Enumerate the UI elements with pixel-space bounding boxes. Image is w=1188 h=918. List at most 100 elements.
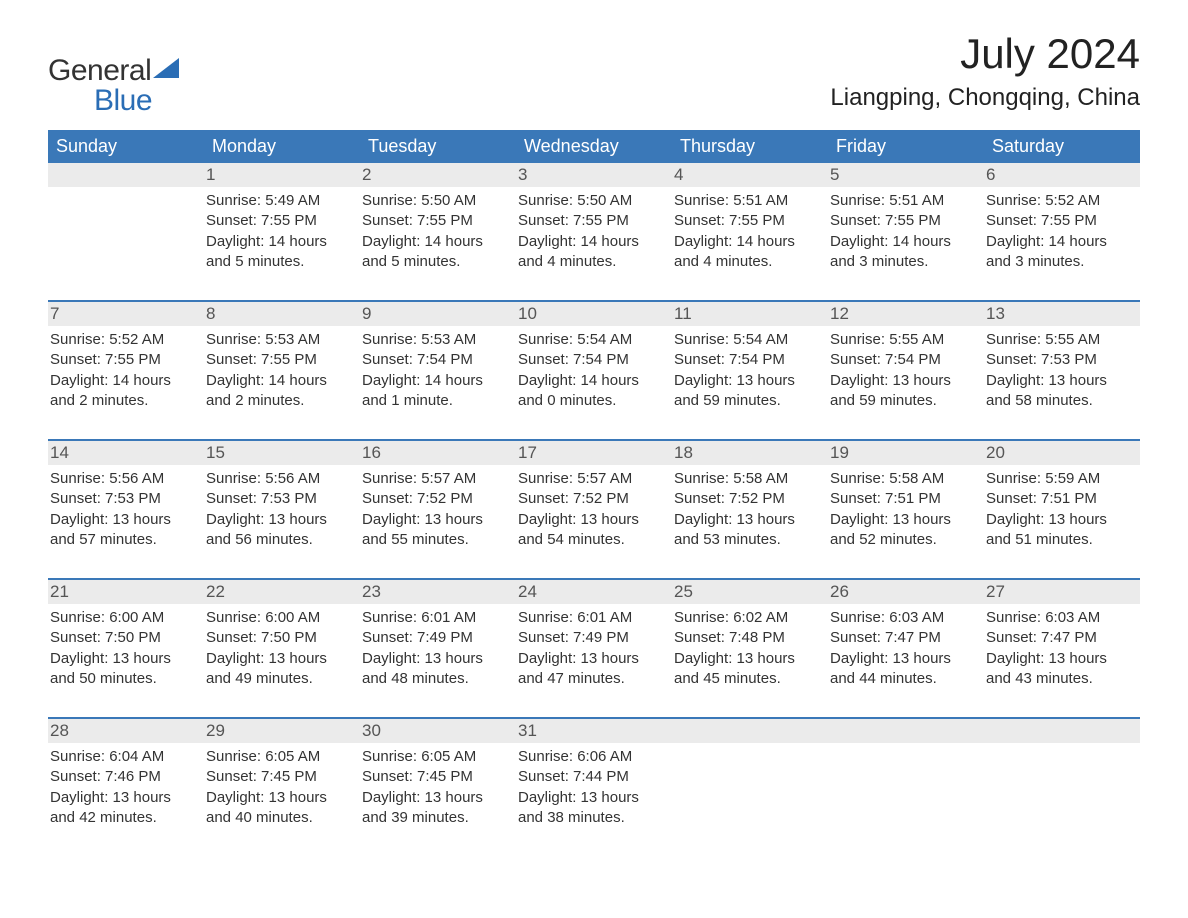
daylight-line: Daylight: 13 hours and 44 minutes. bbox=[830, 649, 978, 690]
sunrise-line: Sunrise: 5:51 AM bbox=[830, 191, 978, 211]
day-number: 23 bbox=[360, 580, 516, 604]
calendar-cell: Sunrise: 5:52 AMSunset: 7:55 PMDaylight:… bbox=[984, 187, 1140, 290]
cell-content: Sunrise: 6:04 AMSunset: 7:46 PMDaylight:… bbox=[48, 743, 198, 828]
cell-content: Sunrise: 5:55 AMSunset: 7:54 PMDaylight:… bbox=[828, 326, 978, 411]
cell-content: Sunrise: 5:54 AMSunset: 7:54 PMDaylight:… bbox=[516, 326, 666, 411]
daylight-line: Daylight: 13 hours and 53 minutes. bbox=[674, 510, 822, 551]
sunrise-line: Sunrise: 5:56 AM bbox=[206, 469, 354, 489]
day-number: 20 bbox=[984, 441, 1140, 465]
daylight-line: Daylight: 13 hours and 59 minutes. bbox=[674, 371, 822, 412]
daylight-line: Daylight: 13 hours and 58 minutes. bbox=[986, 371, 1134, 412]
calendar-cell: Sunrise: 6:05 AMSunset: 7:45 PMDaylight:… bbox=[360, 743, 516, 846]
week-row: Sunrise: 6:04 AMSunset: 7:46 PM Daylight:… bbox=[48, 743, 1140, 846]
calendar-cell: Sunrise: 5:57 AMSunset: 7:52 PMDaylight:… bbox=[516, 465, 672, 568]
daylight-line: Daylight: 14 hours and 3 minutes. bbox=[986, 232, 1134, 273]
daylight-line: Daylight: 13 hours and 51 minutes. bbox=[986, 510, 1134, 551]
day-number bbox=[672, 719, 828, 743]
calendar-cell: Sunrise: 5:58 AMSunset: 7:51 PMDaylight:… bbox=[828, 465, 984, 568]
day-number: 7 bbox=[48, 302, 204, 326]
day-number: 3 bbox=[516, 163, 672, 187]
daylight-line: Daylight: 13 hours and 38 minutes. bbox=[518, 788, 666, 829]
cell-content: Sunrise: 5:58 AMSunset: 7:52 PMDaylight:… bbox=[672, 465, 822, 550]
daylight-line: Daylight: 13 hours and 48 minutes. bbox=[362, 649, 510, 690]
day-number: 14 bbox=[48, 441, 204, 465]
day-number: 19 bbox=[828, 441, 984, 465]
sunrise-line: Sunrise: 5:59 AM bbox=[986, 469, 1134, 489]
day-number: 1 bbox=[204, 163, 360, 187]
sunrise-line: Sunrise: 6:01 AM bbox=[518, 608, 666, 628]
cell-content: Sunrise: 5:51 AMSunset: 7:55 PMDaylight:… bbox=[828, 187, 978, 272]
day-number bbox=[48, 163, 204, 187]
sunset-line: Sunset: 7:53 PM bbox=[50, 489, 198, 509]
cell-content: Sunrise: 6:03 AMSunset: 7:47 PMDaylight:… bbox=[828, 604, 978, 689]
weeks-container: 123456Sunrise: 5:49 AMSunset: 7:55 PMDay… bbox=[48, 163, 1140, 846]
sunset-line: Sunset: 7:53 PM bbox=[986, 350, 1134, 370]
daylight-line: Daylight: 13 hours and 50 minutes. bbox=[50, 649, 198, 690]
sunset-line: Sunset: 7:47 PM bbox=[986, 628, 1134, 648]
sunset-line: Sunset: 7:45 PM bbox=[362, 767, 510, 787]
daylight-line: Daylight: 13 hours and 40 minutes. bbox=[206, 788, 354, 829]
daylight-line: Daylight: 13 hours and 45 minutes. bbox=[674, 649, 822, 690]
day-number: 26 bbox=[828, 580, 984, 604]
day-number: 16 bbox=[360, 441, 516, 465]
sunset-line: Sunset: 7:55 PM bbox=[986, 211, 1134, 231]
sunset-line: Sunset: 7:55 PM bbox=[206, 211, 354, 231]
week-row: Sunrise: 5:52 AMSunset: 7:55 PMDaylight:… bbox=[48, 326, 1140, 429]
cell-content: Sunrise: 5:58 AMSunset: 7:51 PMDaylight:… bbox=[828, 465, 978, 550]
week-row: Sunrise: 5:56 AMSunset: 7:53 PMDaylight:… bbox=[48, 465, 1140, 568]
sunrise-line: Sunrise: 6:01 AM bbox=[362, 608, 510, 628]
day-number: 10 bbox=[516, 302, 672, 326]
cell-content: Sunrise: 5:51 AMSunset: 7:55 PMDaylight:… bbox=[672, 187, 822, 272]
sunset-line: Sunset: 7:46 PM bbox=[50, 767, 198, 787]
cell-content: Sunrise: 5:56 AMSunset: 7:53 PMDaylight:… bbox=[204, 465, 354, 550]
calendar-cell: Sunrise: 5:56 AMSunset: 7:53 PMDaylight:… bbox=[204, 465, 360, 568]
title-block: July 2024 Liangping, Chongqing, China bbox=[830, 30, 1140, 112]
daylight-line: Daylight: 14 hours and 3 minutes. bbox=[830, 232, 978, 273]
location-subtitle: Liangping, Chongqing, China bbox=[830, 84, 1140, 112]
sunrise-line: Sunrise: 5:53 AM bbox=[206, 330, 354, 350]
sunset-line: Sunset: 7:52 PM bbox=[674, 489, 822, 509]
day-number: 24 bbox=[516, 580, 672, 604]
daylight-line: Daylight: 13 hours and 57 minutes. bbox=[50, 510, 198, 551]
daylight-line: Daylight: 14 hours and 5 minutes. bbox=[206, 232, 354, 273]
sunrise-line: Sunrise: 6:00 AM bbox=[50, 608, 198, 628]
daylight-line: Daylight: 14 hours and 4 minutes. bbox=[674, 232, 822, 273]
daynum-row: 28293031 bbox=[48, 717, 1140, 743]
calendar-cell: Sunrise: 6:02 AMSunset: 7:48 PMDaylight:… bbox=[672, 604, 828, 707]
cell-content: Sunrise: 5:50 AMSunset: 7:55 PMDaylight:… bbox=[516, 187, 666, 272]
sunrise-line: Sunrise: 5:57 AM bbox=[362, 469, 510, 489]
sunrise-line: Sunrise: 5:54 AM bbox=[674, 330, 822, 350]
day-number: 21 bbox=[48, 580, 204, 604]
day-number: 5 bbox=[828, 163, 984, 187]
sunset-line: Sunset: 7:47 PM bbox=[830, 628, 978, 648]
daylight-line: Daylight: 13 hours and 56 minutes. bbox=[206, 510, 354, 551]
sunrise-line: Sunrise: 5:51 AM bbox=[674, 191, 822, 211]
sunset-line: Sunset: 7:55 PM bbox=[674, 211, 822, 231]
day-number: 29 bbox=[204, 719, 360, 743]
calendar-cell: Sunrise: 5:58 AMSunset: 7:52 PMDaylight:… bbox=[672, 465, 828, 568]
cell-content: Sunrise: 5:57 AMSunset: 7:52 PMDaylight:… bbox=[360, 465, 510, 550]
sunset-line: Sunset: 7:48 PM bbox=[674, 628, 822, 648]
brand-logo: General Blue bbox=[48, 30, 183, 116]
week-row: Sunrise: 6:00 AMSunset: 7:50 PMDaylight:… bbox=[48, 604, 1140, 707]
sunset-line: Sunset: 7:54 PM bbox=[518, 350, 666, 370]
daynum-row: 123456 bbox=[48, 163, 1140, 187]
calendar-cell: Sunrise: 5:52 AMSunset: 7:55 PMDaylight:… bbox=[48, 326, 204, 429]
sunrise-line: Sunrise: 5:55 AM bbox=[986, 330, 1134, 350]
cell-content: Sunrise: 6:02 AMSunset: 7:48 PMDaylight:… bbox=[672, 604, 822, 689]
cell-content: Sunrise: 5:49 AMSunset: 7:55 PMDaylight:… bbox=[204, 187, 354, 272]
sunset-line: Sunset: 7:45 PM bbox=[206, 767, 354, 787]
daylight-line: Daylight: 14 hours and 2 minutes. bbox=[50, 371, 198, 412]
sunrise-line: Sunrise: 5:55 AM bbox=[830, 330, 978, 350]
sunset-line: Sunset: 7:54 PM bbox=[830, 350, 978, 370]
daylight-line: Daylight: 14 hours and 0 minutes. bbox=[518, 371, 666, 412]
sunset-line: Sunset: 7:52 PM bbox=[518, 489, 666, 509]
brand-word-blue: Blue bbox=[94, 86, 183, 116]
sunset-line: Sunset: 7:55 PM bbox=[50, 350, 198, 370]
sunrise-line: Sunrise: 6:04 AM bbox=[50, 747, 198, 767]
sunset-line: Sunset: 7:52 PM bbox=[362, 489, 510, 509]
daylight-line: Daylight: 13 hours and 52 minutes. bbox=[830, 510, 978, 551]
day-number: 28 bbox=[48, 719, 204, 743]
sunset-line: Sunset: 7:55 PM bbox=[206, 350, 354, 370]
day-header-tuesday: Tuesday bbox=[360, 130, 516, 163]
